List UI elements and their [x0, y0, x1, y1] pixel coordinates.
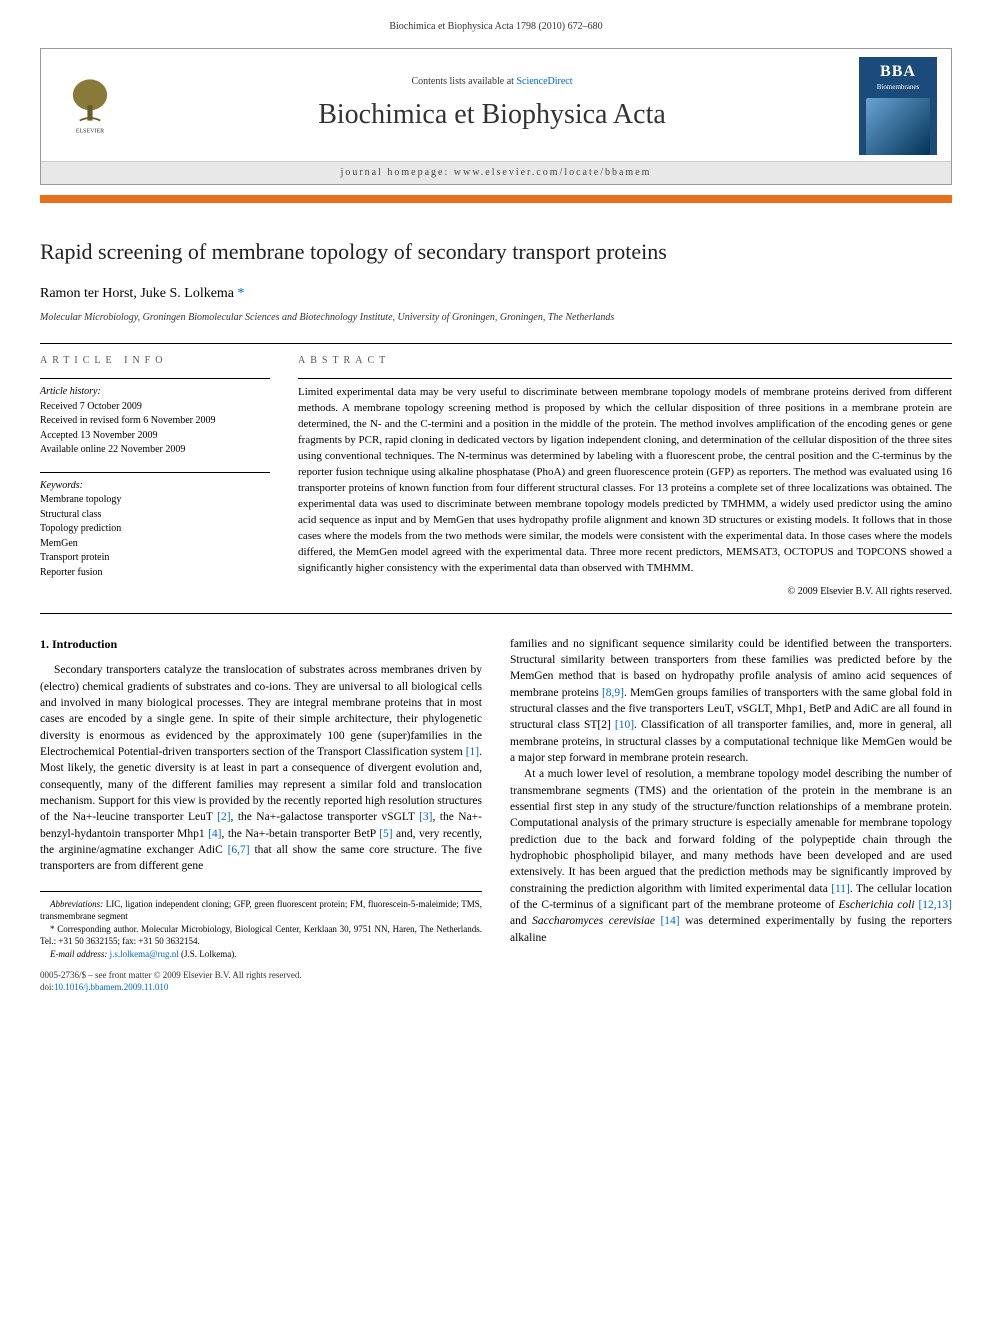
cover-subtitle: Biomembranes — [877, 83, 919, 93]
footnotes: Abbreviations: LIC, ligation independent… — [40, 891, 482, 961]
body-col-right: families and no significant sequence sim… — [510, 636, 952, 961]
species-name: Saccharomyces cerevisiae — [532, 915, 655, 927]
citation-link[interactable]: [14] — [655, 915, 680, 927]
email-link[interactable]: j.s.lolkema@rug.nl — [107, 949, 178, 959]
cover-title: BBA — [880, 61, 916, 83]
page-footer: 0005-2736/$ – see front matter © 2009 El… — [40, 969, 952, 994]
orange-divider — [40, 195, 952, 203]
history-line: Available online 22 November 2009 — [40, 443, 270, 458]
text-run: At a much lower level of resolution, a m… — [510, 768, 952, 894]
keyword: Membrane topology — [40, 493, 270, 508]
history-line: Accepted 13 November 2009 — [40, 429, 270, 444]
citation-link[interactable]: [1] — [466, 746, 479, 758]
abbrev-text: LIC, ligation independent cloning; GFP, … — [40, 899, 482, 922]
citation-link[interactable]: [4] — [208, 828, 221, 840]
journal-cover: BBA Biomembranes — [859, 57, 937, 155]
citation-link[interactable]: [5] — [379, 828, 392, 840]
author-list: Ramon ter Horst, Juke S. Lolkema * — [40, 284, 952, 304]
email-suffix: (J.S. Lolkema). — [179, 949, 237, 959]
intro-paragraph: Secondary transporters catalyze the tran… — [40, 662, 482, 874]
abstract-copyright: © 2009 Elsevier B.V. All rights reserved… — [298, 585, 952, 599]
cover-thumbnail — [866, 98, 930, 155]
doi-link[interactable]: 10.1016/j.bbamem.2009.11.010 — [54, 982, 168, 992]
keyword: MemGen — [40, 537, 270, 552]
species-name: Escherichia coli — [838, 899, 914, 911]
article-title: Rapid screening of membrane topology of … — [40, 237, 952, 268]
citation-link[interactable]: [10] — [615, 719, 634, 731]
homepage-url: www.elsevier.com/locate/bbamem — [454, 167, 652, 178]
rule-bottom — [40, 613, 952, 614]
citation-link[interactable]: [3] — [419, 811, 432, 823]
running-header: Biochimica et Biophysica Acta 1798 (2010… — [40, 20, 952, 34]
article-history: Article history: Received 7 October 2009… — [40, 379, 270, 458]
abstract-text: Limited experimental data may be very us… — [298, 379, 952, 576]
keyword: Topology prediction — [40, 522, 270, 537]
citation-link[interactable]: [6,7] — [228, 844, 250, 856]
elsevier-logo: ELSEVIER — [55, 71, 125, 141]
keywords-block: Keywords: Membrane topology Structural c… — [40, 473, 270, 581]
banner-center: Contents lists available at ScienceDirec… — [125, 75, 859, 136]
history-header: Article history: — [40, 385, 270, 400]
contents-prefix: Contents lists available at — [411, 76, 516, 87]
front-matter-line: 0005-2736/$ – see front matter © 2009 El… — [40, 969, 302, 982]
corresponding-footnote: * Corresponding author. Molecular Microb… — [40, 923, 482, 948]
abbrev-label: Abbreviations: — [50, 899, 103, 909]
article-info-column: article info Article history: Received 7… — [40, 354, 270, 598]
doi-line: doi:10.1016/j.bbamem.2009.11.010 — [40, 981, 302, 994]
journal-banner: ELSEVIER Contents lists available at Sci… — [40, 48, 952, 185]
citation-link[interactable]: [2] — [217, 811, 230, 823]
text-run: , the Na+-betain transporter BetP — [222, 828, 380, 840]
section-heading: 1. Introduction — [40, 636, 482, 653]
keyword: Reporter fusion — [40, 566, 270, 581]
body-col-left: 1. Introduction Secondary transporters c… — [40, 636, 482, 961]
citation-link[interactable]: [8,9] — [602, 687, 624, 699]
author-names: Ramon ter Horst, Juke S. Lolkema — [40, 286, 234, 301]
journal-name: Biochimica et Biophysica Acta — [125, 95, 859, 134]
keyword: Structural class — [40, 508, 270, 523]
text-run: and — [510, 915, 532, 927]
homepage-bar: journal homepage: www.elsevier.com/locat… — [41, 161, 951, 184]
keywords-header: Keywords: — [40, 479, 270, 494]
corresp-text: Corresponding author. Molecular Microbio… — [40, 924, 482, 947]
email-footnote: E-mail address: j.s.lolkema@rug.nl (J.S.… — [40, 948, 482, 961]
keyword: Transport protein — [40, 551, 270, 566]
banner-top-row: ELSEVIER Contents lists available at Sci… — [41, 49, 951, 161]
footer-left: 0005-2736/$ – see front matter © 2009 El… — [40, 969, 302, 994]
intro-paragraph-cont: families and no significant sequence sim… — [510, 636, 952, 767]
abstract-label: abstract — [298, 354, 952, 368]
history-line: Received in revised form 6 November 2009 — [40, 414, 270, 429]
email-label: E-mail address: — [50, 949, 107, 959]
elsevier-label: ELSEVIER — [76, 129, 104, 135]
info-abstract-row: article info Article history: Received 7… — [40, 344, 952, 612]
intro-paragraph-2: At a much lower level of resolution, a m… — [510, 766, 952, 946]
text-run: Secondary transporters catalyze the tran… — [40, 664, 482, 758]
citation-link[interactable]: [11] — [831, 883, 850, 895]
body-columns: 1. Introduction Secondary transporters c… — [40, 636, 952, 961]
citation-link[interactable]: [12,13] — [915, 899, 952, 911]
homepage-label: journal homepage: — [341, 167, 454, 178]
sciencedirect-link[interactable]: ScienceDirect — [516, 76, 572, 87]
corresponding-marker[interactable]: * — [238, 286, 245, 301]
article-info-label: article info — [40, 354, 270, 368]
history-line: Received 7 October 2009 — [40, 400, 270, 415]
text-run: , the Na+-galactose transporter vSGLT — [231, 811, 420, 823]
contents-line: Contents lists available at ScienceDirec… — [125, 75, 859, 89]
abstract-column: abstract Limited experimental data may b… — [298, 354, 952, 598]
elsevier-tree-icon: ELSEVIER — [60, 76, 120, 136]
affiliation: Molecular Microbiology, Groningen Biomol… — [40, 311, 952, 325]
doi-prefix: doi: — [40, 982, 54, 992]
abbreviations-footnote: Abbreviations: LIC, ligation independent… — [40, 898, 482, 923]
